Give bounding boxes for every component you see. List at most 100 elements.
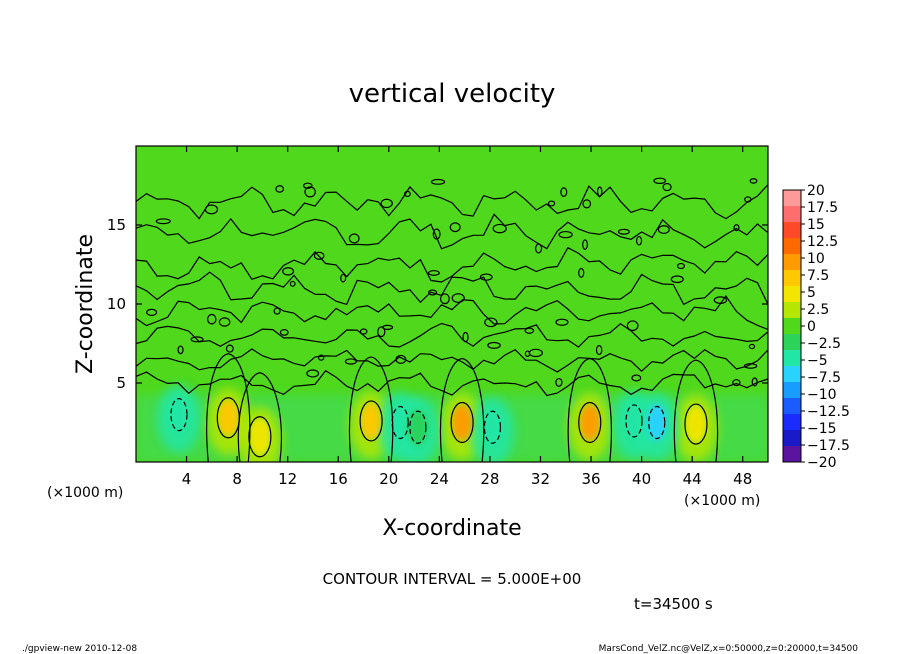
turbulence-eddy xyxy=(451,293,465,303)
turbulence-eddy xyxy=(204,204,219,215)
downdraft-contour xyxy=(170,398,188,432)
turbulence-contour-line xyxy=(136,213,768,250)
updraft-outer-contour xyxy=(237,372,283,462)
downdraft-core xyxy=(624,402,645,439)
turbulence-eddy xyxy=(484,317,498,328)
turbulence-eddy xyxy=(289,280,296,287)
colorbar-swatch xyxy=(783,446,801,463)
z-unit-label: (×1000 m) xyxy=(47,485,123,501)
x-unit-label: (×1000 m) xyxy=(684,493,760,509)
downdraft-contour xyxy=(409,410,427,444)
turbulence-eddy xyxy=(635,235,643,246)
turbulence-eddy xyxy=(303,182,313,189)
colorbar-swatch xyxy=(783,350,801,367)
colorbar-swatch xyxy=(783,286,801,303)
turbulence-eddy xyxy=(377,326,386,338)
colorbar-swatch xyxy=(783,334,801,351)
turbulence-eddy xyxy=(732,379,741,387)
updraft-core xyxy=(218,399,239,436)
colorbar-label: −10 xyxy=(807,387,837,403)
y-tick-label: 10 xyxy=(107,295,126,313)
turbulence-contour-line xyxy=(136,348,768,373)
updraft-core xyxy=(452,404,473,441)
turbulence-eddy xyxy=(713,296,728,304)
turbulence-eddy xyxy=(555,377,563,387)
turbulence-eddy xyxy=(427,270,440,276)
colorbar-label: 2.5 xyxy=(807,302,829,318)
turbulence-eddy xyxy=(317,354,325,361)
turbulence-eddy xyxy=(340,273,347,283)
turbulence-eddy xyxy=(560,187,568,197)
x-tick-label: 40 xyxy=(632,470,651,488)
colorbar-swatch xyxy=(783,318,801,335)
turbulence-contour-line xyxy=(136,184,768,220)
updraft-contour xyxy=(359,400,383,442)
turbulence-eddy xyxy=(395,354,407,364)
x-tick-label: 32 xyxy=(531,470,550,488)
colorbar-label: 0 xyxy=(807,319,816,335)
colorbar-label: 17.5 xyxy=(807,200,838,216)
x-tick-label: 48 xyxy=(733,470,752,488)
updraft-outer-contour xyxy=(348,356,394,462)
updraft-core xyxy=(249,418,270,455)
turbulence-eddy xyxy=(547,200,556,207)
turbulence-eddy xyxy=(749,178,758,184)
turbulence-eddy xyxy=(432,228,441,240)
turbulence-eddy xyxy=(596,186,603,197)
colorbar-swatch xyxy=(783,302,801,319)
footer-left: ./gpview-new 2010-12-08 xyxy=(22,644,137,654)
colorbar-swatch xyxy=(783,382,801,399)
y-tick-label: 5 xyxy=(116,374,126,392)
colorbar-swatch xyxy=(783,430,801,447)
cell-contours xyxy=(170,353,719,462)
updraft-outer-contour xyxy=(567,357,612,462)
colorbar-swatch xyxy=(783,270,801,287)
turbulence-eddy xyxy=(524,327,535,334)
turbulence-eddy xyxy=(534,243,543,254)
turbulence-contour-line xyxy=(136,322,768,348)
turbulence-eddy xyxy=(430,178,446,185)
turbulence-eddy xyxy=(582,239,588,250)
chart-title: vertical velocity xyxy=(349,79,556,109)
x-tick-label: 20 xyxy=(379,470,398,488)
updraft-outer-contour xyxy=(206,353,251,462)
x-axis-label: X-coordinate xyxy=(382,516,521,541)
turbulence-eddy xyxy=(282,267,295,276)
turbulence-eddy xyxy=(279,329,289,336)
colorbar-swatch xyxy=(783,206,801,223)
colorbar-label: 15 xyxy=(807,217,825,233)
turbulence-eddy xyxy=(439,293,450,305)
x-tick-label: 8 xyxy=(232,470,242,488)
updraft-outer-contour xyxy=(673,359,719,462)
turbulence-eddy xyxy=(190,336,204,343)
colorbar-label: 10 xyxy=(807,251,825,267)
downdraft-contour xyxy=(648,405,666,440)
turbulence-eddy xyxy=(524,350,531,357)
turbulence-contours xyxy=(136,177,768,397)
colorbar-swatch xyxy=(783,254,801,271)
downdraft-contour xyxy=(625,404,643,438)
turbulence-eddy xyxy=(348,233,360,244)
colorbar-label: −20 xyxy=(807,455,837,471)
colorbar: 2017.51512.5107.552.50−2.5−5−7.5−10−12.5… xyxy=(782,183,850,471)
y-axis-label: Z-coordinate xyxy=(73,234,98,374)
turbulence-eddy xyxy=(344,358,357,365)
plot-area xyxy=(136,146,768,462)
turbulence-eddy xyxy=(631,374,642,382)
x-tick-label: 28 xyxy=(480,470,499,488)
updraft-core xyxy=(361,402,382,439)
turbulence-eddy xyxy=(380,198,393,209)
updraft-contour xyxy=(578,401,602,444)
downdraft-core xyxy=(168,396,189,433)
turbulence-eddy xyxy=(676,262,686,270)
y-tick-label: 15 xyxy=(107,216,126,234)
x-tick-label: 12 xyxy=(278,470,297,488)
x-tick-label: 16 xyxy=(329,470,348,488)
colorbar-label: −15 xyxy=(807,421,837,437)
updraft-outer-contour xyxy=(439,357,485,462)
updraft-core xyxy=(579,404,600,441)
turbulence-eddy xyxy=(381,324,394,330)
updraft-contour xyxy=(450,401,474,444)
turbulence-eddy xyxy=(487,341,501,349)
